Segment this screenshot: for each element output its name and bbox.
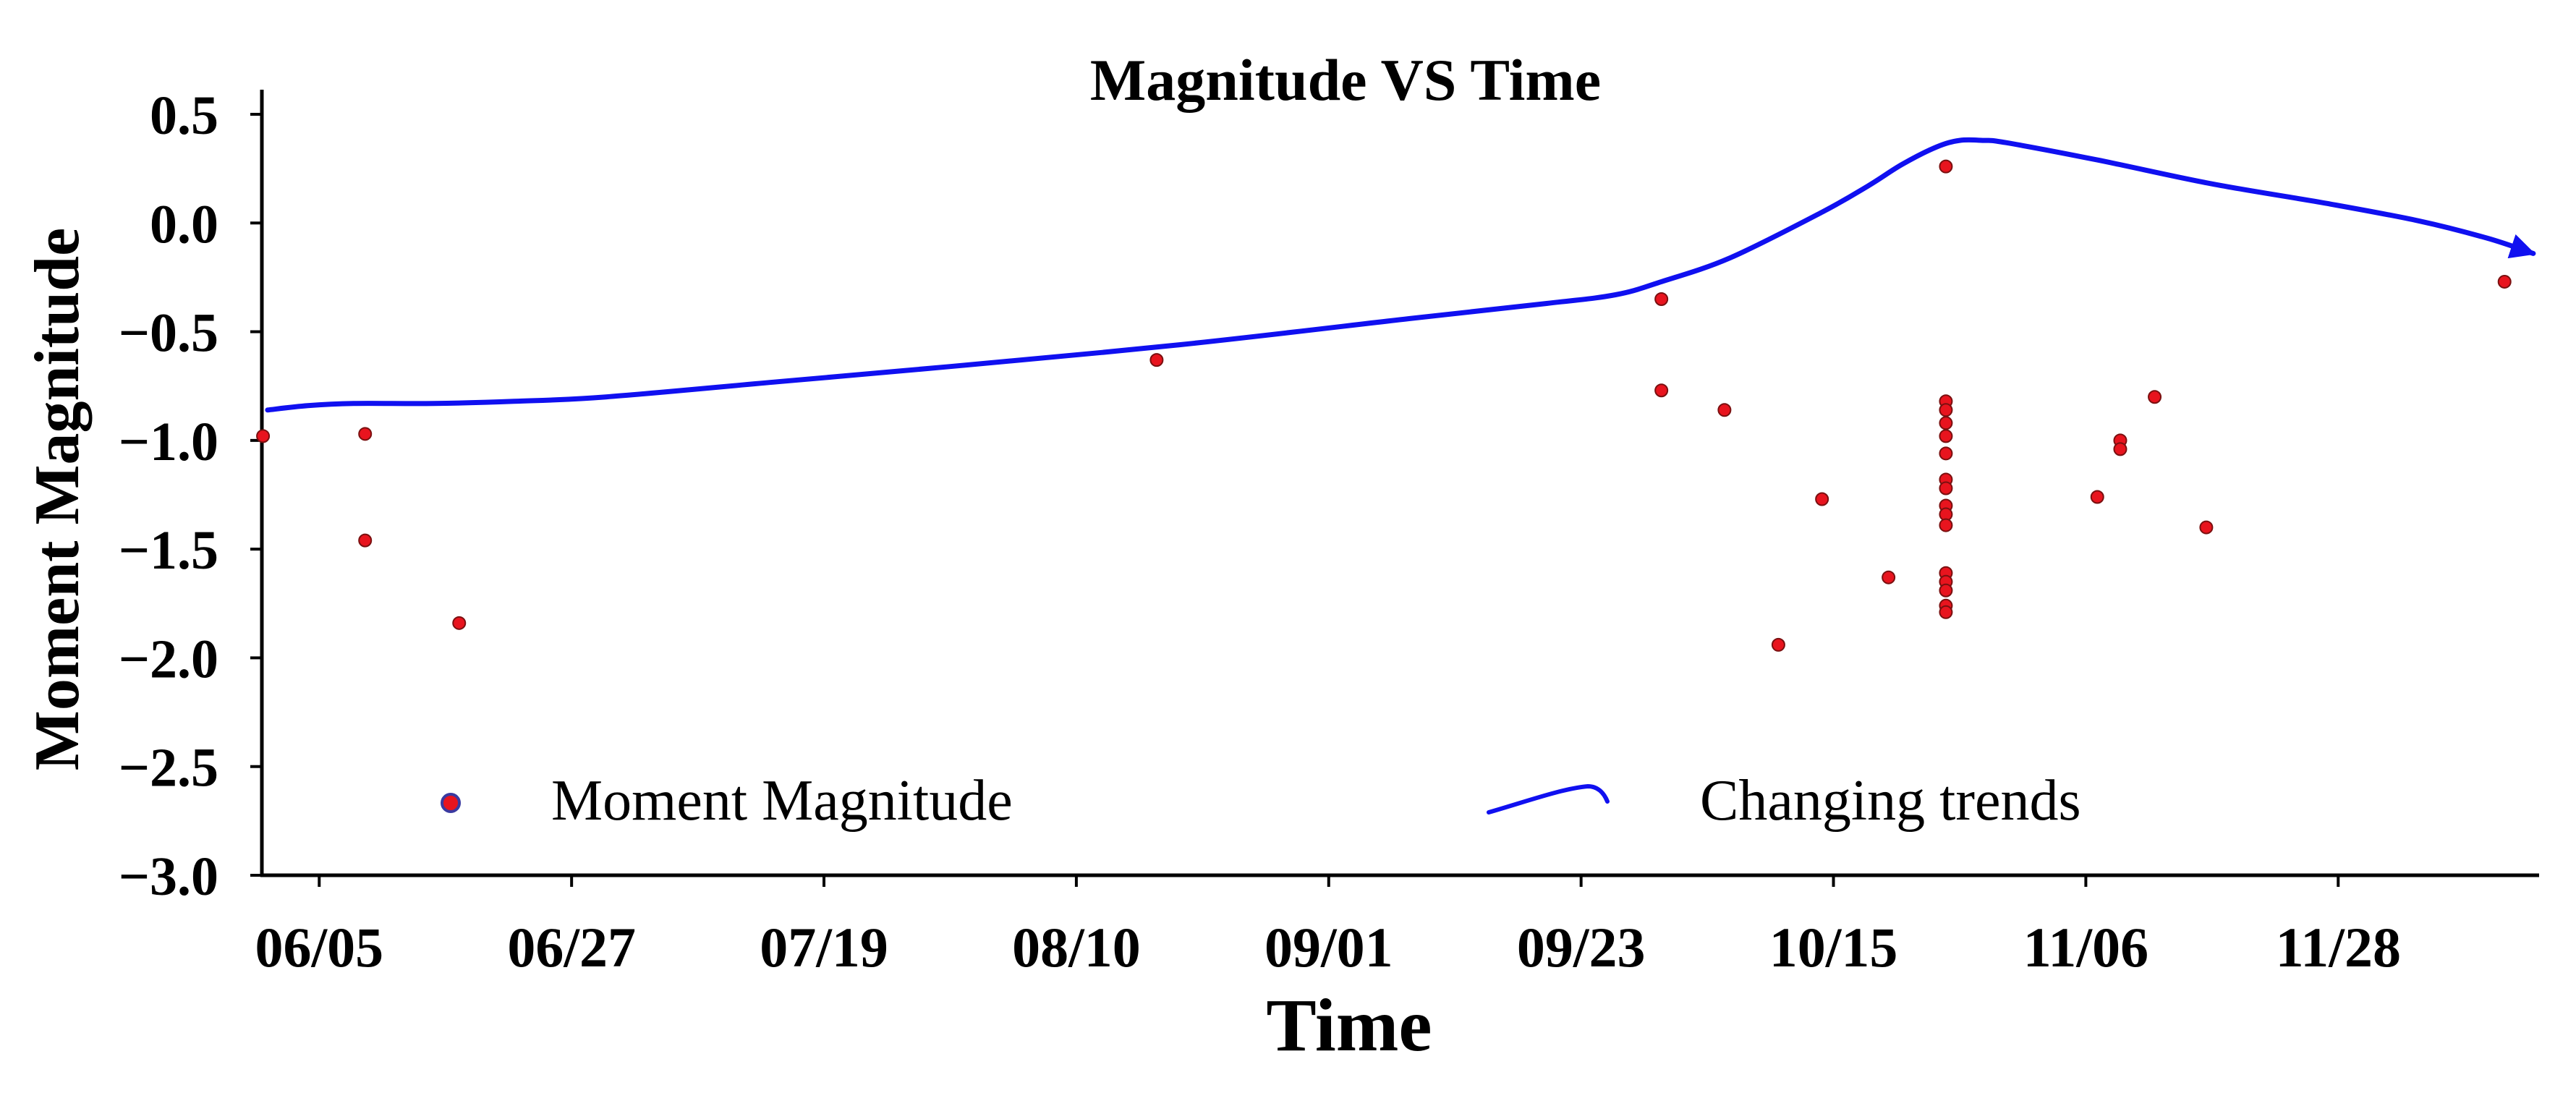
x-axis-label: Time — [1266, 984, 1432, 1067]
data-point — [1939, 583, 1953, 597]
data-point — [2090, 490, 2104, 504]
data-point — [2113, 442, 2127, 456]
y-tick-label: −0.5 — [119, 303, 218, 364]
data-point — [2148, 390, 2162, 404]
legend-line-marker — [1487, 783, 1610, 815]
x-axis-ticks: 06/05 06/27 07/19 08/10 09/01 09/23 10/15 11/06… — [255, 875, 2401, 979]
y-tick-label: 0.0 — [150, 194, 218, 255]
data-point — [1939, 159, 1953, 174]
data-point — [1654, 292, 1669, 306]
y-tick-label: −2.5 — [119, 738, 218, 799]
x-tick-label: 09/01 — [1264, 916, 1393, 979]
data-point — [1939, 481, 1953, 496]
x-tick-label: 07/19 — [760, 916, 888, 979]
data-point — [2199, 520, 2214, 535]
data-point — [1939, 605, 1953, 619]
data-point — [1815, 492, 1829, 506]
legend-dot-marker — [441, 793, 461, 813]
x-tick-label: 11/06 — [2023, 916, 2148, 979]
data-point — [2497, 274, 2512, 289]
legend-label-changing-trends: Changing trends — [1700, 769, 2081, 833]
x-tick-label: 06/27 — [507, 916, 636, 979]
data-point — [452, 616, 467, 630]
x-tick-label: 06/05 — [255, 916, 383, 979]
x-tick-label: 11/28 — [2276, 916, 2401, 979]
x-tick-label: 09/23 — [1517, 916, 1646, 979]
data-point — [1939, 403, 1953, 417]
y-axis-label: Moment Magnitude — [22, 228, 93, 770]
data-point — [1939, 416, 1953, 430]
x-tick-label: 10/15 — [1769, 916, 1898, 979]
trend-line-path — [265, 137, 2536, 413]
data-point — [358, 533, 373, 548]
y-tick-label: −2.0 — [119, 629, 218, 689]
data-point — [1654, 383, 1669, 398]
y-tick-label: −3.0 — [119, 846, 218, 907]
data-point — [1771, 637, 1785, 652]
y-tick-label: −1.5 — [119, 520, 218, 581]
data-point — [256, 429, 271, 443]
trend-series — [265, 137, 2536, 413]
y-tick-label: −1.0 — [119, 412, 218, 472]
y-axis-ticks: 0.5 0.0 −0.5 −1.0 −1.5 −2.0 −2.5 −3.0 — [119, 85, 262, 907]
data-point — [1939, 429, 1953, 443]
legend: Moment Magnitude Changing trends — [441, 769, 2081, 833]
data-point — [1882, 570, 1896, 584]
data-point — [1939, 518, 1953, 532]
x-tick-label: 08/10 — [1012, 916, 1141, 979]
legend-label-moment-magnitude: Moment Magnitude — [551, 769, 1013, 833]
data-point — [1939, 446, 1953, 461]
y-tick-label: 0.5 — [150, 85, 218, 146]
chart-title: Magnitude VS Time — [1090, 47, 1601, 113]
data-point — [358, 427, 373, 441]
scatter-series — [256, 159, 2512, 652]
data-point — [1149, 353, 1164, 367]
data-point — [1717, 403, 1732, 417]
